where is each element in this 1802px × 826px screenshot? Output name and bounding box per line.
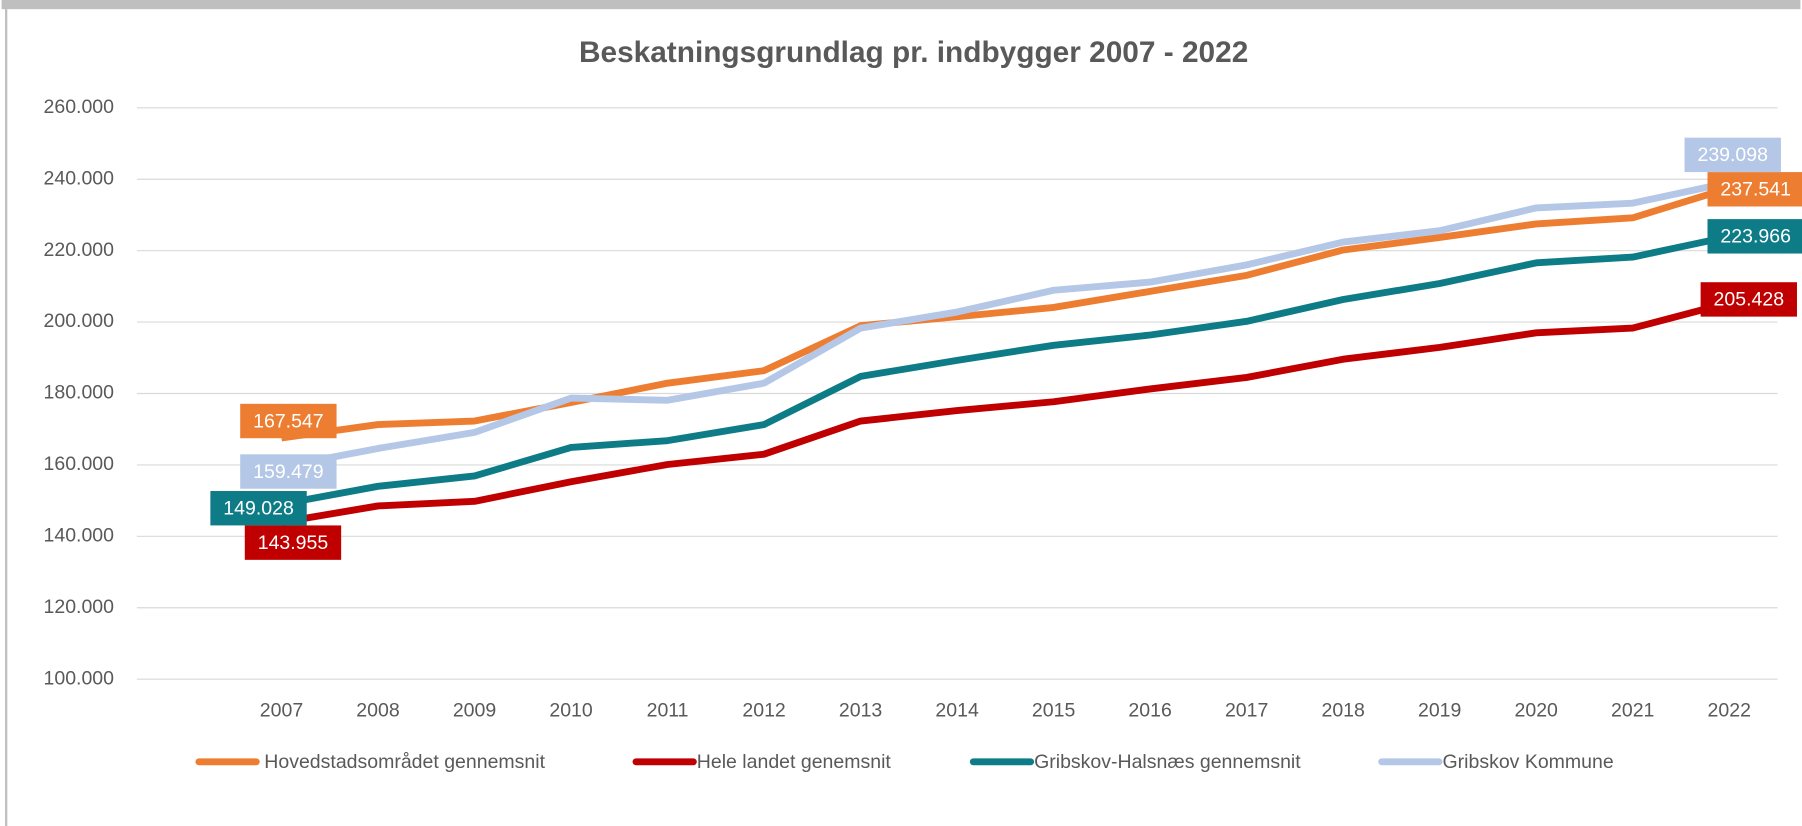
x-tick-label: 2010: [549, 699, 593, 721]
series-line: [280, 179, 1730, 471]
legend-label: Hele landet genemsnit: [697, 751, 892, 773]
data-label-box: [1700, 282, 1797, 317]
data-label-box: [1707, 172, 1802, 207]
x-tick-label: 2016: [1128, 699, 1171, 721]
y-tick-label: 100.000: [44, 667, 115, 689]
legend-label: Gribskov Kommune: [1442, 751, 1613, 773]
data-label-box: [1707, 219, 1802, 254]
data-label: 205.428: [1714, 289, 1785, 311]
x-tick-label: 2015: [1032, 699, 1076, 721]
x-tick-label: 2014: [935, 699, 979, 721]
x-tick-label: 2017: [1225, 699, 1268, 721]
data-label-box: [244, 525, 342, 560]
data-label: 143.955: [258, 532, 329, 554]
top-bar: [1, 0, 1801, 10]
y-tick-label: 140.000: [44, 524, 115, 546]
x-tick-label: 2008: [356, 699, 399, 721]
x-tick-label: 2019: [1418, 699, 1461, 721]
x-tick-label: 2007: [260, 699, 303, 721]
series-line: [280, 233, 1730, 508]
x-tick-label: 2013: [839, 699, 882, 721]
x-tick-label: 2009: [453, 699, 496, 721]
y-tick-label: 180.000: [44, 382, 115, 404]
series-line: [280, 299, 1731, 526]
data-label-box: [210, 491, 307, 526]
y-tick-label: 200.000: [44, 310, 115, 332]
legend-label: Hovedstadsområdet gennemsnit: [264, 751, 545, 773]
data-label: 167.547: [253, 410, 324, 432]
x-tick-label: 2012: [742, 699, 785, 721]
data-label: 149.028: [223, 498, 293, 520]
x-tick-label: 2018: [1321, 699, 1364, 721]
x-tick-label: 2020: [1515, 699, 1559, 721]
y-tick-label: 120.000: [44, 596, 115, 618]
data-label: 239.098: [1697, 144, 1768, 166]
x-tick-label: 2021: [1611, 699, 1654, 721]
chart-title: Beskatningsgrundlag pr. indbygger 2007 -…: [579, 36, 1248, 69]
x-tick-label: 2011: [647, 699, 689, 721]
y-tick-label: 240.000: [44, 167, 115, 189]
data-label-box: [240, 403, 337, 439]
data-label: 237.541: [1720, 179, 1791, 201]
y-tick-label: 260.000: [44, 96, 115, 118]
data-label: 223.966: [1720, 226, 1791, 248]
data-label-box: [240, 454, 337, 489]
y-tick-label: 220.000: [44, 239, 115, 261]
legend-label: Gribskov-Halsnæs gennemsnit: [1034, 751, 1301, 773]
y-tick-label: 160.000: [44, 453, 115, 475]
data-label-box: [1684, 137, 1781, 173]
x-tick-label: 2022: [1708, 699, 1751, 721]
data-label: 159.479: [253, 461, 324, 483]
